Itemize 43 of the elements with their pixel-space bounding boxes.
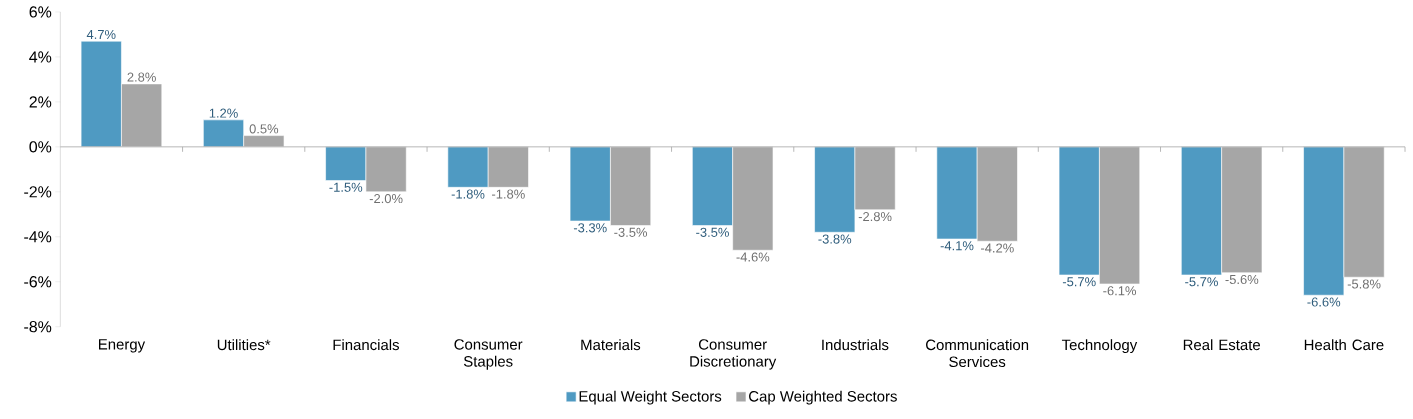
x-tick-label: Consumer Staples xyxy=(454,339,523,370)
x-tick-label: Real Estate xyxy=(1183,339,1261,350)
data-label: 4.7% xyxy=(86,29,116,39)
data-label: -1.5% xyxy=(329,182,363,192)
y-tick-label: 0% xyxy=(29,141,52,153)
data-label: -4.1% xyxy=(940,241,974,251)
data-label: -5.6% xyxy=(1225,274,1259,284)
data-label: -6.6% xyxy=(1307,297,1341,307)
data-label: 2.8% xyxy=(127,72,156,82)
data-label: 1.2% xyxy=(209,108,238,118)
legend-label: Cap Weighted Sectors xyxy=(749,390,897,405)
x-tick-label: Utilities* xyxy=(217,339,271,350)
data-label: -2.0% xyxy=(369,193,403,203)
x-tick-label: Health Care xyxy=(1304,339,1384,350)
data-label: -1.8% xyxy=(451,189,485,199)
data-label: -4.6% xyxy=(736,252,770,262)
y-tick-label: 4% xyxy=(29,51,52,63)
x-tick-label: Consumer Discretionary xyxy=(690,339,777,370)
y-tick-label: -6% xyxy=(24,275,52,288)
data-label: -3.3% xyxy=(573,223,607,233)
x-tick-label: Financials xyxy=(333,339,399,350)
y-tick-label: -8% xyxy=(24,320,52,333)
x-tick-label: Technology xyxy=(1061,339,1138,353)
data-label: -6.1% xyxy=(1103,286,1137,296)
data-label: -5.8% xyxy=(1347,279,1381,289)
data-label: -3.8% xyxy=(818,234,852,244)
data-label: -4.2% xyxy=(980,243,1014,253)
y-tick-label: -2% xyxy=(24,186,52,198)
x-tick-label: Industrials xyxy=(822,339,889,350)
y-tick-label: 2% xyxy=(29,96,52,108)
x-tick-label: Energy xyxy=(99,339,146,353)
data-label: -3.5% xyxy=(696,227,729,237)
y-tick-label: 6% xyxy=(29,6,52,18)
data-label: -2.8% xyxy=(858,211,892,221)
data-label: -5.7% xyxy=(1185,277,1218,287)
data-label: 0.5% xyxy=(249,124,279,134)
data-label: -3.5% xyxy=(614,227,648,237)
data-label: -5.7% xyxy=(1062,277,1096,287)
x-tick-label: Communication Services xyxy=(926,339,1029,367)
legend-label: Equal Weight Sectors xyxy=(579,390,722,405)
data-label: -1.8% xyxy=(492,189,525,199)
x-tick-label: Materials xyxy=(581,339,641,350)
y-tick-label: -4% xyxy=(24,231,52,243)
